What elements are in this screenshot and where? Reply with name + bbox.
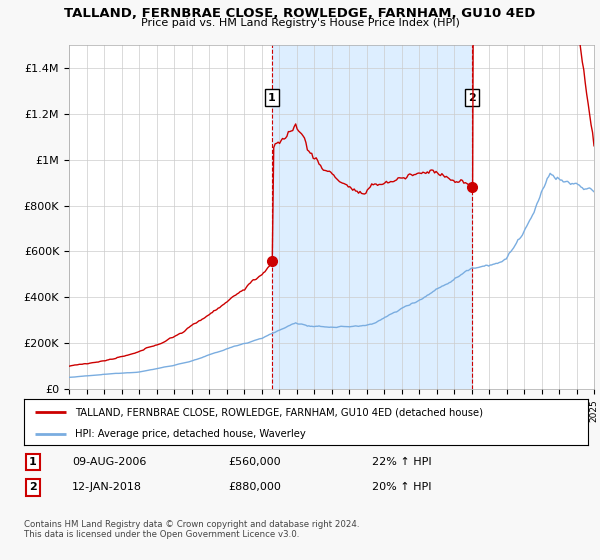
Text: 2: 2 <box>469 92 476 102</box>
Text: HPI: Average price, detached house, Waverley: HPI: Average price, detached house, Wave… <box>75 429 305 438</box>
Text: TALLAND, FERNBRAE CLOSE, ROWLEDGE, FARNHAM, GU10 4ED: TALLAND, FERNBRAE CLOSE, ROWLEDGE, FARNH… <box>64 7 536 20</box>
Bar <box>272 45 472 389</box>
Text: 1: 1 <box>29 457 37 467</box>
Text: Price paid vs. HM Land Registry's House Price Index (HPI): Price paid vs. HM Land Registry's House … <box>140 18 460 29</box>
Text: 22% ↑ HPI: 22% ↑ HPI <box>372 457 431 467</box>
Text: £560,000: £560,000 <box>228 457 281 467</box>
Text: 20% ↑ HPI: 20% ↑ HPI <box>372 482 431 492</box>
Text: 09-AUG-2006: 09-AUG-2006 <box>72 457 146 467</box>
Text: 12-JAN-2018: 12-JAN-2018 <box>72 482 142 492</box>
Text: 1: 1 <box>268 92 276 102</box>
Text: Contains HM Land Registry data © Crown copyright and database right 2024.
This d: Contains HM Land Registry data © Crown c… <box>24 520 359 539</box>
Text: £880,000: £880,000 <box>228 482 281 492</box>
Text: TALLAND, FERNBRAE CLOSE, ROWLEDGE, FARNHAM, GU10 4ED (detached house): TALLAND, FERNBRAE CLOSE, ROWLEDGE, FARNH… <box>75 407 483 417</box>
Text: 2: 2 <box>29 482 37 492</box>
